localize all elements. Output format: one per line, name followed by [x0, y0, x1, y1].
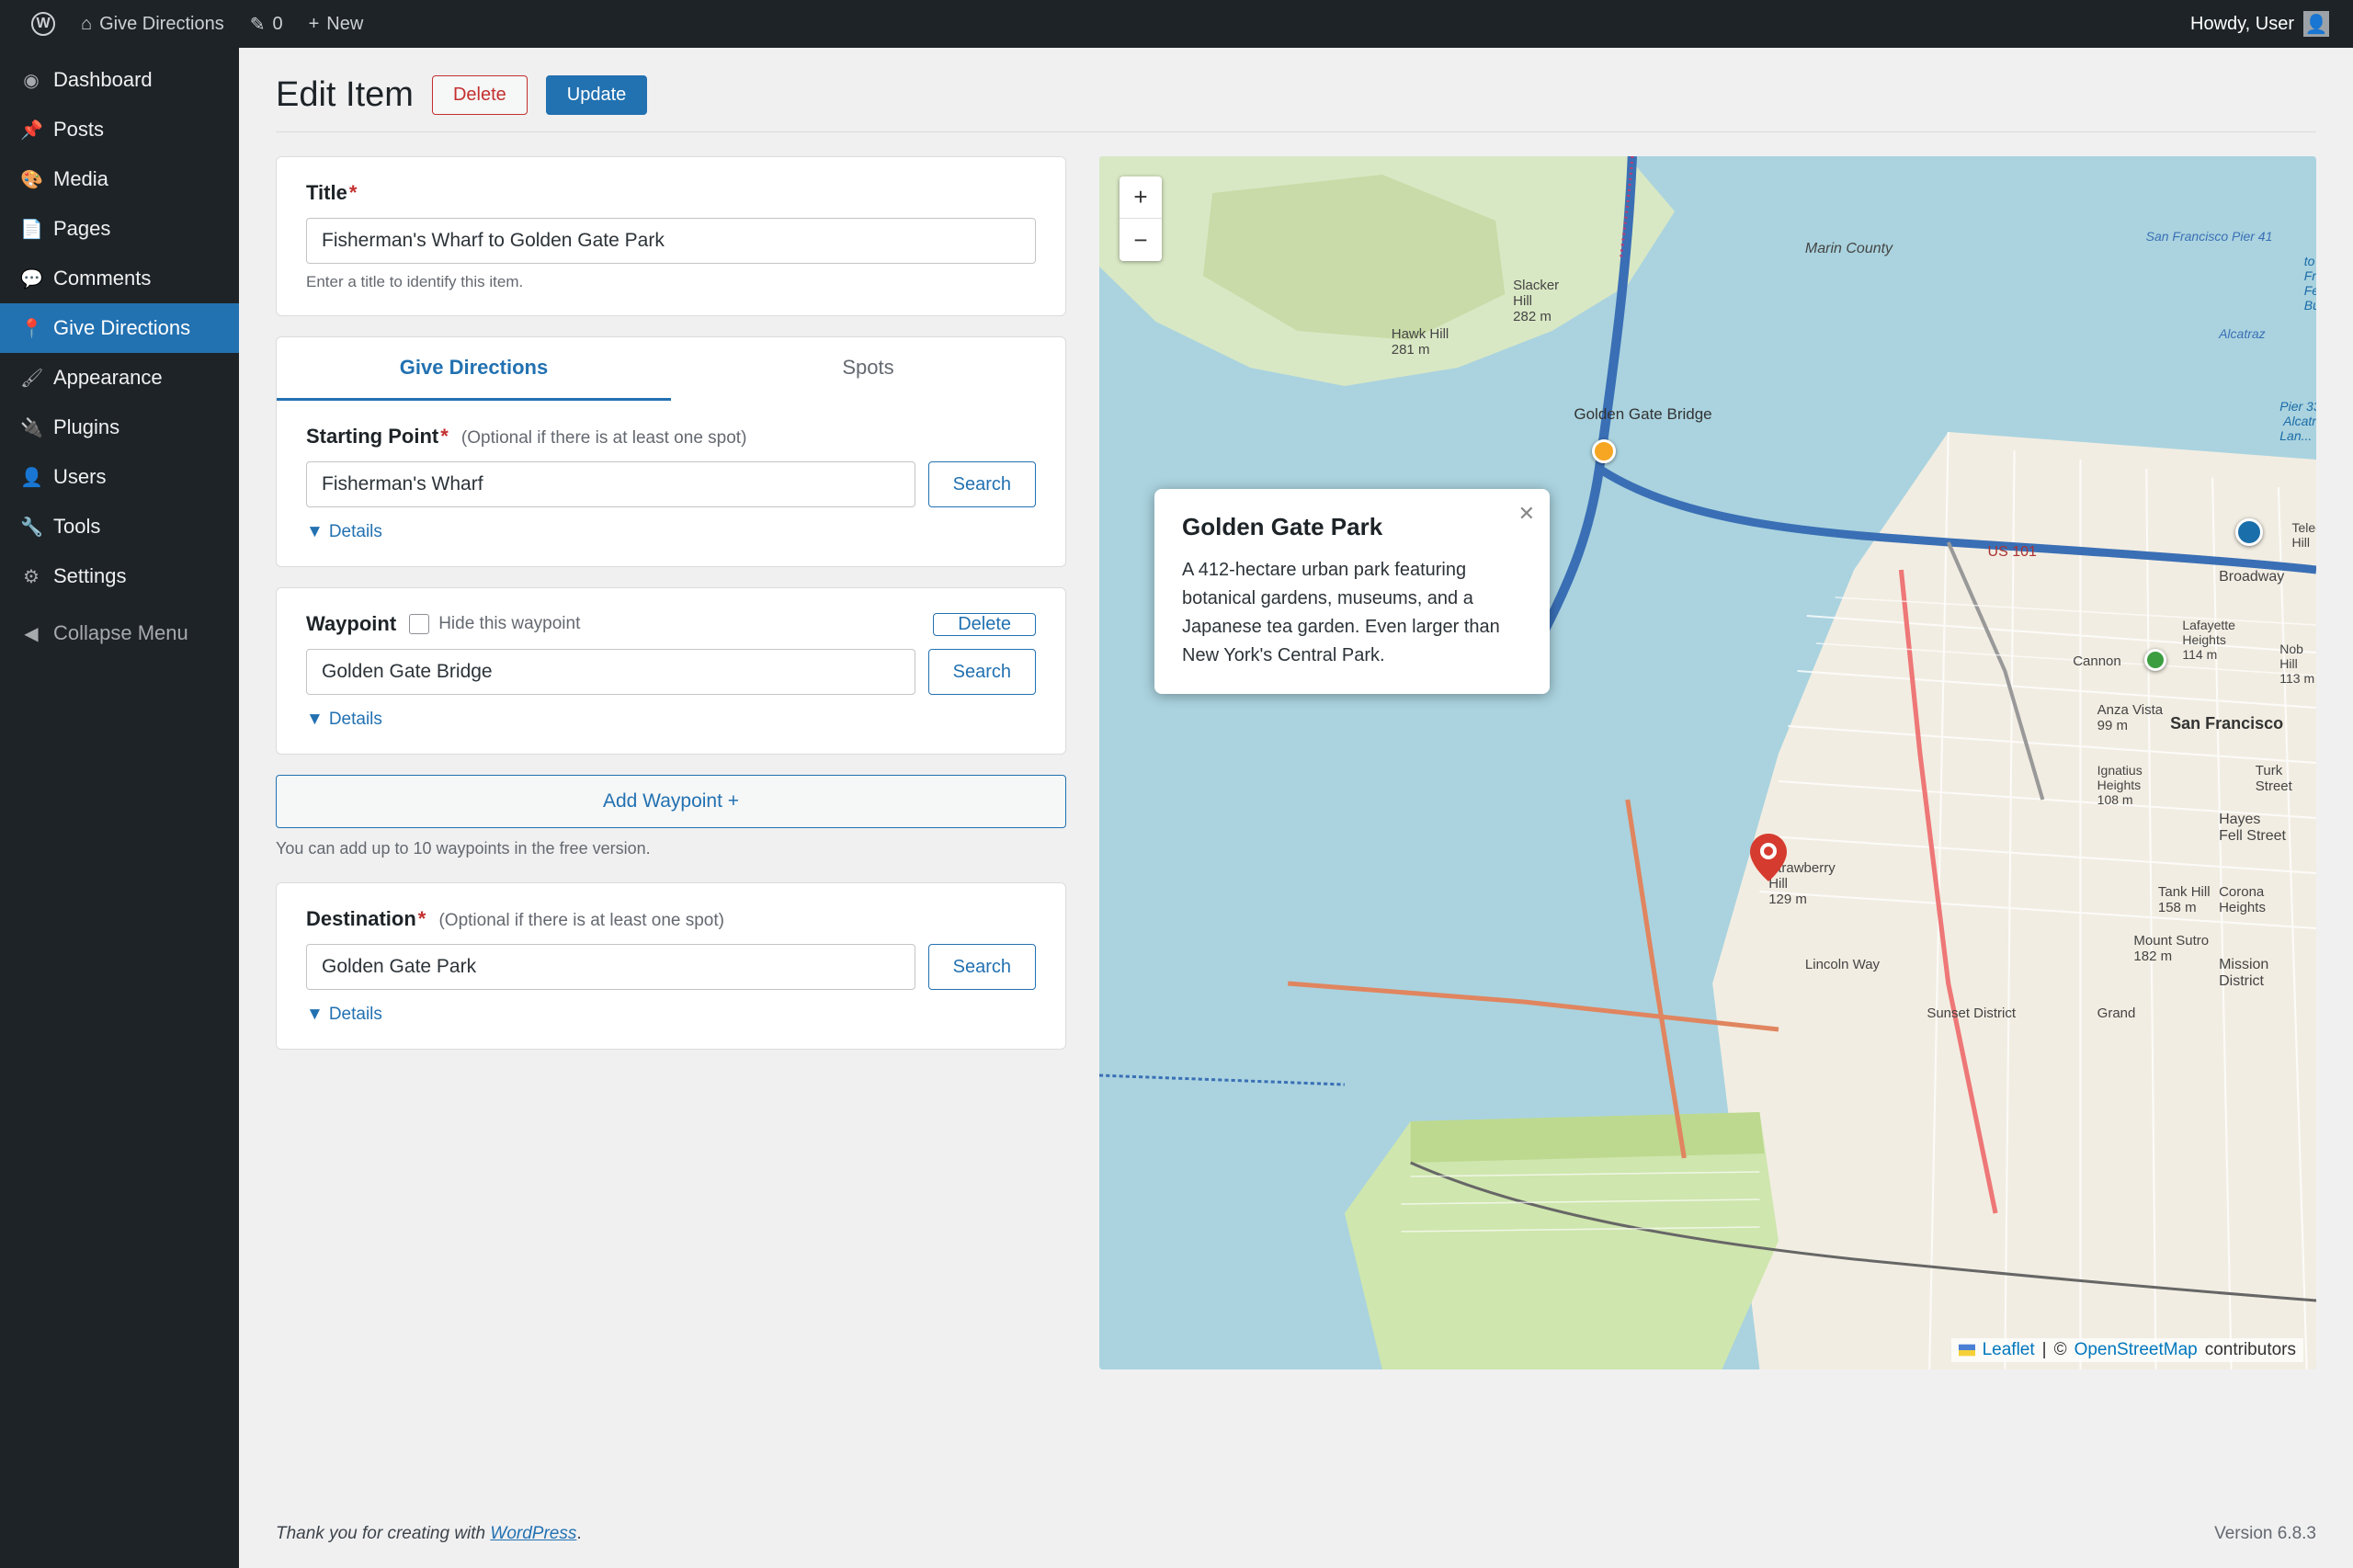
starting-point-details-toggle[interactable]: ▼ Details — [306, 522, 382, 542]
sidebar-item-collapse[interactable]: ◀ Collapse Menu — [0, 608, 239, 658]
plug-icon: 🔌 — [20, 416, 42, 439]
chevron-down-icon: ▼ — [306, 1005, 324, 1025]
map-view[interactable]: Marin County Slacker Hill 282 m Hawk Hill 2… — [1099, 156, 2316, 1369]
waypoint-delete-button[interactable]: Delete — [933, 613, 1036, 636]
waypoint-card: Waypoint Hide this waypoint Delete Searc… — [276, 587, 1066, 755]
media-icon: 🎨 — [20, 168, 42, 191]
brush-icon: 🖌 — [20, 367, 42, 390]
hide-waypoint-checkbox-label[interactable]: Hide this waypoint — [409, 614, 580, 634]
home-icon: ⌂ — [81, 14, 92, 35]
popup-body-text: A 412-hectare urban park featuring botan… — [1182, 556, 1522, 670]
wordpress-footer-link[interactable]: WordPress — [490, 1524, 576, 1543]
sidebar-item-give-directions[interactable]: 📍 Give Directions — [0, 303, 239, 353]
waypoint-search-button[interactable]: Search — [928, 649, 1036, 695]
destination-input[interactable] — [306, 944, 915, 990]
sidebar-item-users[interactable]: 👤 Users — [0, 452, 239, 502]
popup-title: Golden Gate Park — [1182, 513, 1522, 541]
page-header: Edit Item Delete Update — [276, 75, 2316, 115]
tab-bar: Give Directions Spots — [276, 336, 1066, 401]
sidebar-item-tools[interactable]: 🔧 Tools — [0, 502, 239, 551]
start-point-marker[interactable] — [2235, 518, 2263, 546]
comments-button[interactable]: ✎ 0 — [237, 0, 296, 48]
sidebar: ◉ Dashboard 📌 Posts 🎨 Media 📄 Pages 💬 Co… — [0, 48, 239, 1568]
wrench-icon: 🔧 — [20, 516, 42, 539]
sidebar-item-posts[interactable]: 📌 Posts — [0, 105, 239, 154]
add-waypoint-button[interactable]: Add Waypoint + — [276, 775, 1066, 828]
chevron-down-icon: ▼ — [306, 710, 324, 730]
title-input[interactable] — [306, 218, 1036, 264]
comment-icon: ✎ — [250, 13, 266, 36]
page-footer: Thank you for creating with WordPress. V… — [276, 1524, 2316, 1544]
new-button[interactable]: + New — [296, 0, 377, 48]
waypoint-help-text: You can add up to 10 waypoints in the fr… — [276, 839, 1066, 858]
sidebar-item-settings[interactable]: ⚙ Settings — [0, 551, 239, 601]
wordpress-logo-button[interactable]: W — [18, 0, 68, 48]
comment-icon: 💬 — [20, 267, 42, 290]
users-icon: 👤 — [20, 466, 42, 489]
sidebar-item-pages[interactable]: 📄 Pages — [0, 204, 239, 254]
golden-gate-bridge-label: Golden Gate Bridge — [1574, 405, 1711, 424]
zoom-controls: + − — [1120, 176, 1162, 261]
wordpress-logo-icon: W — [31, 12, 55, 36]
collapse-icon: ◀ — [20, 622, 42, 645]
new-label: New — [326, 14, 363, 35]
destination-details-toggle[interactable]: ▼ Details — [306, 1005, 382, 1025]
openstreetmap-link[interactable]: OpenStreetMap — [2075, 1340, 2198, 1360]
ukraine-flag-icon — [1959, 1344, 1975, 1357]
avatar-icon[interactable]: 👤 — [2303, 11, 2329, 37]
sidebar-item-appearance[interactable]: 🖌 Appearance — [0, 353, 239, 403]
sidebar-item-comments[interactable]: 💬 Comments — [0, 254, 239, 303]
starting-point-card: Starting Point* (Optional if there is at… — [276, 401, 1066, 567]
title-help-text: Enter a title to identify this item. — [306, 273, 1036, 291]
marker-info-popup[interactable]: ✕ Golden Gate Park A 412-hectare urban p… — [1154, 489, 1550, 694]
hide-waypoint-checkbox[interactable] — [409, 614, 429, 634]
site-home-link[interactable]: ⌂ Give Directions — [68, 0, 237, 48]
waypoint-details-toggle[interactable]: ▼ Details — [306, 710, 382, 730]
update-button[interactable]: Update — [546, 75, 648, 115]
map-attribution: Leaflet | © OpenStreetMap contributors — [1951, 1338, 2303, 1362]
version-label: Version 6.8.3 — [2214, 1524, 2316, 1544]
location-icon: 📍 — [20, 317, 42, 340]
waypoint-marker[interactable] — [2144, 649, 2166, 671]
delete-button[interactable]: Delete — [432, 75, 528, 115]
main-content: Edit Item Delete Update Title* Enter a t… — [239, 48, 2353, 1568]
tab-spots[interactable]: Spots — [671, 337, 1065, 401]
popup-close-icon[interactable]: ✕ — [1518, 502, 1535, 526]
zoom-in-button[interactable]: + — [1120, 176, 1162, 219]
sidebar-item-plugins[interactable]: 🔌 Plugins — [0, 403, 239, 452]
waypoint-input[interactable] — [306, 649, 915, 695]
starting-point-search-button[interactable]: Search — [928, 461, 1036, 507]
destination-card: Destination* (Optional if there is at le… — [276, 882, 1066, 1050]
settings-icon: ⚙ — [20, 565, 42, 588]
pin-icon: 📌 — [20, 119, 42, 142]
map-column: Marin County Slacker Hill 282 m Hawk Hill 2… — [1099, 156, 2316, 1369]
chevron-down-icon: ▼ — [306, 522, 324, 542]
destination-search-button[interactable]: Search — [928, 944, 1036, 990]
plus-icon: + — [309, 14, 320, 35]
title-card: Title* Enter a title to identify this it… — [276, 156, 1066, 316]
pages-icon: 📄 — [20, 218, 42, 241]
howdy-label: Howdy, User — [2190, 14, 2294, 35]
tab-give-directions[interactable]: Give Directions — [277, 337, 671, 401]
sidebar-item-dashboard[interactable]: ◉ Dashboard — [0, 55, 239, 105]
zoom-out-button[interactable]: − — [1120, 219, 1162, 261]
golden-gate-bridge-marker[interactable] — [1592, 439, 1616, 463]
leaflet-link[interactable]: Leaflet — [1983, 1340, 2035, 1360]
admin-bar: W ⌂ Give Directions ✎ 0 + New Howdy, Use… — [0, 0, 2353, 48]
sidebar-item-media[interactable]: 🎨 Media — [0, 154, 239, 204]
page-title: Edit Item — [276, 75, 414, 115]
comments-count-label: 0 — [272, 14, 282, 35]
destination-pin-icon[interactable] — [1750, 834, 1787, 881]
dashboard-icon: ◉ — [20, 69, 42, 92]
form-column: Title* Enter a title to identify this it… — [276, 156, 1066, 1369]
starting-point-input[interactable] — [306, 461, 915, 507]
site-name-label: Give Directions — [99, 14, 224, 35]
